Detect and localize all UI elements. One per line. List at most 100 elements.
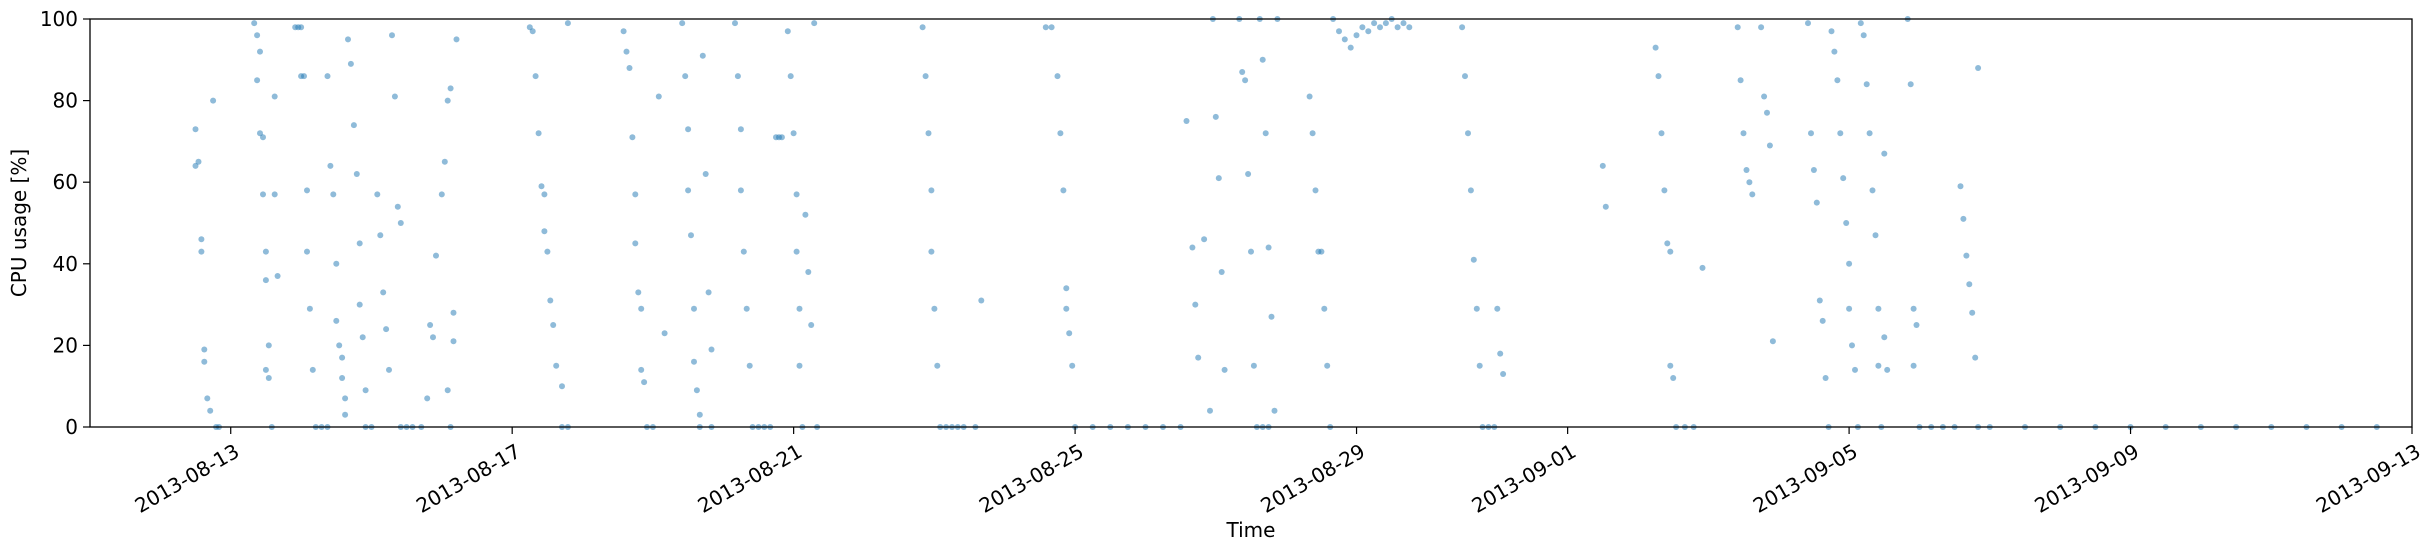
data-point	[734, 73, 741, 80]
data-point	[433, 252, 439, 259]
data-point	[1599, 162, 1606, 169]
data-point	[1808, 130, 1814, 137]
data-point	[1846, 260, 1853, 267]
y-axis-label: CPU usage [%]	[7, 149, 31, 297]
data-point	[699, 52, 706, 59]
data-point	[1494, 305, 1501, 312]
data-point	[257, 130, 263, 137]
data-point	[394, 203, 401, 210]
data-point	[978, 297, 985, 304]
data-point	[262, 248, 269, 255]
data-point	[257, 48, 263, 55]
data-point	[1359, 24, 1366, 31]
data-point	[1321, 305, 1328, 312]
data-point	[1852, 366, 1858, 373]
data-point	[682, 73, 689, 80]
data-point	[327, 162, 334, 169]
data-point	[696, 411, 703, 418]
data-point	[1819, 317, 1826, 324]
data-point	[1661, 187, 1668, 194]
data-point	[350, 122, 357, 129]
data-point	[1866, 130, 1873, 137]
data-point	[934, 362, 941, 369]
data-point	[1271, 407, 1278, 414]
data-point	[1242, 77, 1249, 84]
data-point	[1975, 65, 1982, 71]
data-point	[679, 20, 686, 27]
data-point	[362, 387, 369, 394]
data-point	[359, 334, 366, 341]
data-point	[740, 248, 747, 255]
data-point	[1813, 199, 1820, 206]
data-point	[1966, 281, 1973, 288]
data-point	[260, 191, 266, 198]
data-point	[732, 20, 738, 27]
data-point	[1837, 130, 1844, 137]
data-point	[301, 73, 307, 80]
data-point	[1306, 93, 1313, 100]
data-point	[1849, 342, 1855, 349]
data-point	[207, 407, 214, 414]
data-point	[1470, 256, 1477, 263]
data-point	[635, 289, 642, 296]
data-point	[1215, 175, 1222, 182]
data-point	[925, 130, 932, 137]
data-point	[304, 248, 310, 255]
data-point	[1863, 81, 1870, 88]
data-point	[1857, 20, 1864, 27]
data-point	[541, 228, 548, 235]
y-tick-label: 80	[53, 89, 78, 113]
data-point	[424, 395, 431, 402]
data-point	[1324, 362, 1331, 369]
data-point	[380, 289, 387, 296]
data-point	[1913, 322, 1920, 328]
data-point	[1262, 130, 1269, 137]
data-point	[336, 342, 343, 349]
data-point	[1189, 244, 1196, 251]
data-point	[688, 232, 694, 239]
data-point	[743, 305, 750, 312]
data-point	[1400, 20, 1407, 27]
data-point	[274, 273, 281, 279]
y-tick-label: 60	[53, 170, 78, 194]
data-point	[737, 126, 744, 133]
data-point	[397, 220, 404, 226]
data-point	[805, 269, 812, 275]
data-point	[347, 60, 354, 67]
data-point	[345, 36, 351, 43]
data-point	[1884, 366, 1891, 373]
data-point	[450, 338, 457, 345]
data-point	[655, 93, 662, 100]
data-point	[544, 248, 551, 255]
data-point	[271, 191, 278, 198]
data-point	[1910, 362, 1917, 369]
data-point	[391, 93, 398, 100]
data-point	[928, 187, 935, 194]
data-point	[1063, 305, 1070, 312]
data-point	[1054, 73, 1061, 80]
data-point	[342, 411, 349, 418]
data-point	[1869, 187, 1876, 194]
y-tick-label: 40	[53, 252, 78, 276]
data-point	[1840, 175, 1847, 182]
data-point	[1658, 130, 1665, 137]
data-point	[330, 191, 337, 198]
data-point	[1192, 301, 1199, 308]
data-point	[1740, 130, 1747, 137]
scatter-points	[192, 16, 2380, 430]
data-point	[1843, 220, 1850, 226]
data-point	[1670, 375, 1677, 381]
data-point	[1743, 167, 1750, 173]
data-point	[1872, 232, 1879, 239]
data-point	[1737, 77, 1744, 84]
plot-area-frame	[89, 18, 2413, 428]
data-point	[306, 305, 313, 312]
data-point	[260, 134, 266, 141]
data-point	[1734, 24, 1741, 31]
data-point	[1667, 362, 1674, 369]
data-point	[811, 20, 818, 27]
data-point	[1245, 171, 1252, 177]
data-point	[386, 366, 392, 373]
data-point	[192, 162, 199, 169]
